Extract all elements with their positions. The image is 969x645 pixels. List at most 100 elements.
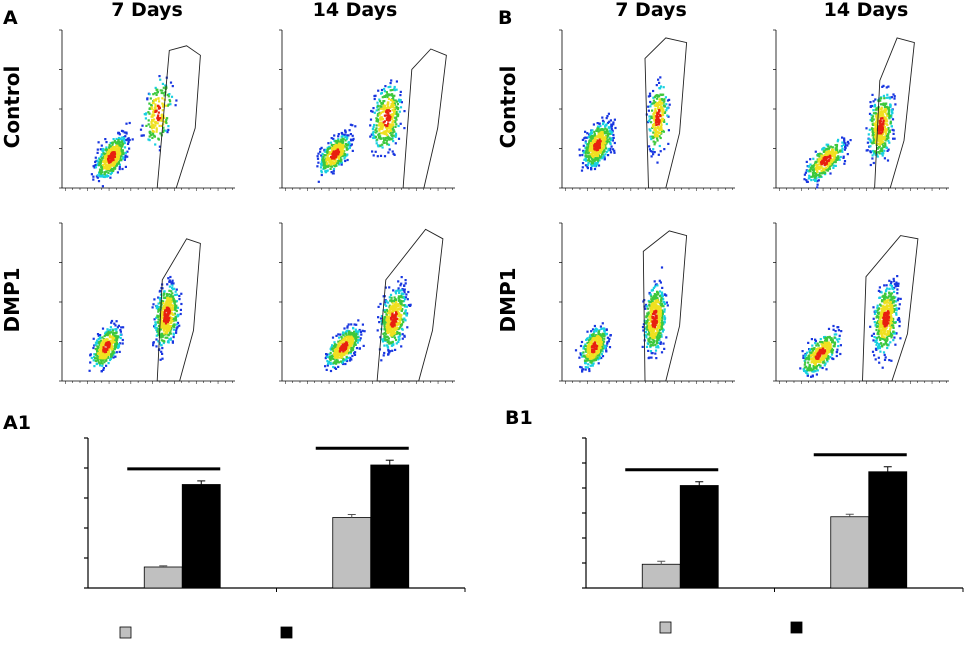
flow-event-dot xyxy=(810,167,813,170)
flow-event-dot xyxy=(351,134,354,137)
flow-event-dot xyxy=(96,174,99,177)
flow-event-dot xyxy=(108,146,111,149)
flow-event-dot xyxy=(654,127,657,130)
flow-event-dot xyxy=(656,130,659,133)
column-title-b-7days: 7 Days xyxy=(615,0,687,21)
flow-event-dot xyxy=(380,106,383,109)
flow-event-dot xyxy=(337,340,340,343)
flow-event-dot xyxy=(383,351,386,355)
flow-event-dot xyxy=(383,324,386,327)
flow-event-dot xyxy=(168,285,171,288)
flow-event-dot xyxy=(118,142,121,145)
flow-event-dot xyxy=(340,161,343,164)
flow-event-dot xyxy=(166,283,169,286)
flow-event-dot xyxy=(377,305,380,308)
flow-event-dot xyxy=(163,332,166,335)
flow-event-dot xyxy=(94,156,97,159)
flow-event-dot xyxy=(347,337,350,340)
flow-event-dot xyxy=(178,294,181,298)
flow-event-dot xyxy=(832,151,835,154)
flow-event-dot xyxy=(383,95,386,98)
flow-event-dot xyxy=(159,299,162,302)
flow-event-dot xyxy=(658,135,661,138)
flow-event-dot xyxy=(613,118,616,121)
flow-event-dot xyxy=(372,130,375,133)
flow-event-dot xyxy=(870,114,873,117)
flow-event-dot xyxy=(171,85,174,88)
flow-event-dot xyxy=(378,321,381,324)
flow-event-dot xyxy=(112,152,115,155)
flow-event-dot xyxy=(369,118,373,121)
flow-event-dot xyxy=(172,282,175,285)
flow-event-dot xyxy=(107,348,110,351)
flow-event-dot xyxy=(354,339,358,342)
flow-event-dot xyxy=(161,82,164,85)
flow-event-dot xyxy=(588,145,591,148)
flow-event-dot xyxy=(386,93,389,96)
flow-event-dot xyxy=(100,171,104,174)
flow-event-dot xyxy=(882,121,885,124)
flow-event-dot xyxy=(379,100,382,103)
flow-event-dot xyxy=(607,147,610,150)
flow-event-dot xyxy=(400,282,403,285)
flow-event-dot xyxy=(149,134,153,137)
flow-event-dot xyxy=(834,144,837,147)
flow-event-dot xyxy=(175,288,178,291)
flow-event-dot xyxy=(145,112,148,115)
flow-event-dot xyxy=(96,176,99,179)
flow-event-dot xyxy=(390,312,393,315)
gate-polygon xyxy=(156,45,201,189)
flow-event-dot xyxy=(402,321,405,324)
flow-event-dot xyxy=(326,149,329,152)
flow-event-dot xyxy=(381,146,384,149)
flow-event-dot xyxy=(662,104,665,107)
flow-event-dot xyxy=(385,319,389,322)
flow-event-dot xyxy=(100,347,104,350)
flow-event-dot xyxy=(343,348,346,351)
flow-event-dot xyxy=(390,79,393,82)
flow-event-dot xyxy=(325,165,328,168)
flow-event-dot xyxy=(387,143,391,146)
flow-event-dot xyxy=(875,126,878,129)
flow-event-dot xyxy=(154,107,157,110)
flow-event-dot xyxy=(656,126,660,129)
flow-event-dot xyxy=(174,317,177,320)
flow-event-dot xyxy=(376,114,379,117)
flow-event-dot xyxy=(397,113,400,116)
flow-event-dot xyxy=(879,142,882,145)
flow-event-dot xyxy=(383,87,386,91)
flow-event-dot xyxy=(656,161,659,164)
flow-event-dot xyxy=(116,171,119,174)
flow-event-dot xyxy=(665,109,668,112)
flow-event-dot xyxy=(117,324,120,327)
flow-event-dot xyxy=(102,344,105,347)
flow-event-dot xyxy=(610,145,613,148)
flow-event-dot xyxy=(825,152,828,155)
flow-event-dot xyxy=(888,117,891,120)
flow-event-dot xyxy=(383,334,386,337)
flow-event-dot xyxy=(171,325,174,328)
flow-event-dot xyxy=(384,85,387,88)
flow-event-dot xyxy=(342,334,345,337)
flow-event-dot xyxy=(102,175,105,178)
flow-event-dot xyxy=(344,136,347,139)
flow-event-dot xyxy=(156,330,159,333)
flow-event-dot xyxy=(866,149,869,152)
flow-event-dot xyxy=(608,137,611,140)
flow-event-dot xyxy=(886,114,889,117)
flow-event-dot xyxy=(654,121,658,124)
flow-event-dot xyxy=(385,308,388,312)
flow-event-dot xyxy=(107,329,110,332)
flow-event-dot xyxy=(163,116,166,119)
flow-event-dot xyxy=(387,348,390,352)
flow-event-dot xyxy=(403,291,406,294)
flow-event-dot xyxy=(838,150,841,153)
flow-event-dot xyxy=(326,355,329,359)
flow-event-dot xyxy=(160,322,163,325)
flow-event-dot xyxy=(648,118,651,121)
flow-event-dot xyxy=(349,352,352,355)
flow-event-dot xyxy=(345,138,348,141)
flow-event-dot xyxy=(126,155,129,158)
flow-event-dot xyxy=(396,115,399,118)
flow-event-dot xyxy=(98,351,101,354)
